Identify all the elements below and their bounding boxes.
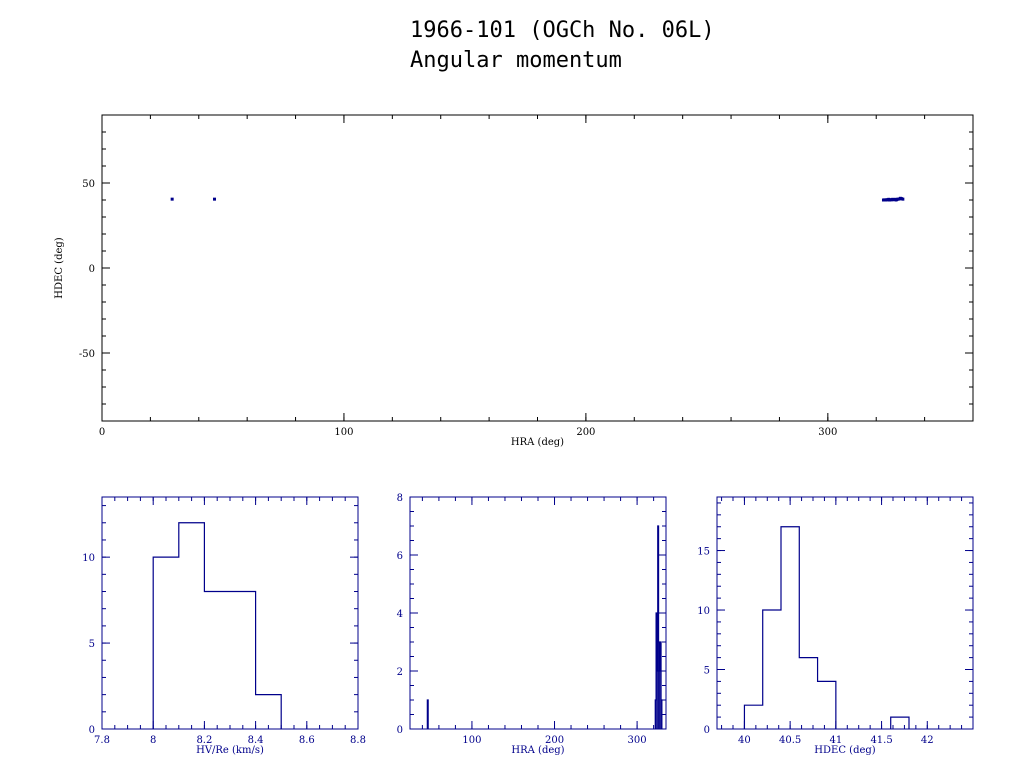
histogram-bar [818,681,827,729]
histogram-bar [744,705,753,729]
x-tick-label: 40 [738,735,751,746]
x-tick-label: 41.5 [870,735,892,746]
histogram-bar [808,658,817,729]
y-tick-label: 6 [397,551,403,562]
data-point [901,197,905,201]
y-tick-label: -50 [79,349,95,360]
histogram-bar [658,642,660,729]
x-tick-label: 100 [334,427,353,438]
data-point [894,198,898,202]
plot-frame [101,496,359,730]
y-tick-label: 2 [397,667,403,678]
hdec-histogram-panel: 40 40.5 41 41.5 42 0 5 10 15 HDEC (deg) [697,496,974,756]
y-tick-label: 5 [89,639,95,650]
histogram-bar [799,658,808,729]
histogram-bar [230,592,256,729]
histogram-bar [656,671,658,729]
chart-title: 1966-101 (OGCh No. 06L) [410,18,715,43]
x-tick-label: 8.2 [196,735,212,746]
x-axis-label: HDEC (deg) [814,745,875,756]
histogram-bar [179,523,205,729]
x-tick-label: 8.4 [248,735,264,746]
histogram-bar [153,557,179,729]
histogram-outline [152,522,282,729]
x-axis-label: HV/Re (km/s) [196,745,264,756]
x-tick-label: 7.8 [94,735,110,746]
histogram-bar [656,613,657,729]
y-tick-label: 0 [89,264,95,275]
plot-frame [716,496,974,730]
data-point [887,197,891,201]
histogram-bar [204,592,230,729]
histogram-bar [659,671,661,729]
y-tick-label: 10 [697,606,710,617]
histogram-bar [657,526,659,729]
histogram-bar [655,700,657,729]
x-tick-label: 42 [921,735,934,746]
x-axis-label: HRA (deg) [511,437,564,448]
x-axis-label: HRA (deg) [511,745,564,756]
histogram-bar [781,527,790,729]
y-tick-label: 5 [704,666,710,677]
x-tick-label: 0 [99,427,105,438]
y-tick-label: 0 [704,725,710,736]
data-point [891,197,895,201]
x-tick-label: 8.6 [299,735,315,746]
histogram-bar [763,610,772,729]
x-tick-label: 200 [576,427,595,438]
x-tick-label: 100 [462,735,481,746]
y-tick-label: 10 [82,553,95,564]
histogram-bar [827,681,836,729]
x-tick-label: 8 [150,735,156,746]
histogram-bar [790,527,799,729]
x-tick-label: 41 [829,735,842,746]
y-tick-label: 0 [397,725,403,736]
x-tick-label: 200 [545,735,564,746]
y-tick-label: 8 [397,493,403,504]
hra-histogram-panel: 100 200 300 0 2 4 6 8 HRA (deg) [397,493,667,756]
y-tick-label: 50 [82,179,95,190]
y-tick-label: 15 [697,547,710,558]
y-axis-label: HDEC (deg) [54,237,65,298]
sky-scatter-panel: 0 100 200 300 -50 0 50 HRA (deg) HDEC (deg) [54,114,974,448]
histogram-bar [427,700,429,729]
y-tick-label: 0 [89,725,95,736]
histogram-outline [743,526,910,729]
histogram-bar [772,610,781,729]
chart-subtitle: Angular momentum [410,48,622,73]
data-point [170,197,174,201]
histogram-outline [426,525,663,729]
x-tick-label: 40.5 [779,735,801,746]
x-tick-label: 8.8 [350,735,366,746]
plot-frame [409,496,667,730]
data-point [213,197,217,201]
plot-frame [101,114,974,422]
y-tick-label: 4 [397,609,403,620]
x-tick-label: 300 [628,735,647,746]
histogram-bar [661,700,662,729]
histogram-bar [754,705,763,729]
x-tick-label: 300 [818,427,837,438]
histogram-bar [256,695,282,729]
histogram-bar [660,642,662,729]
hv-histogram-panel: 7.8 8 8.2 8.4 8.6 8.8 0 5 10 HV/Re (km/s) [82,496,366,756]
